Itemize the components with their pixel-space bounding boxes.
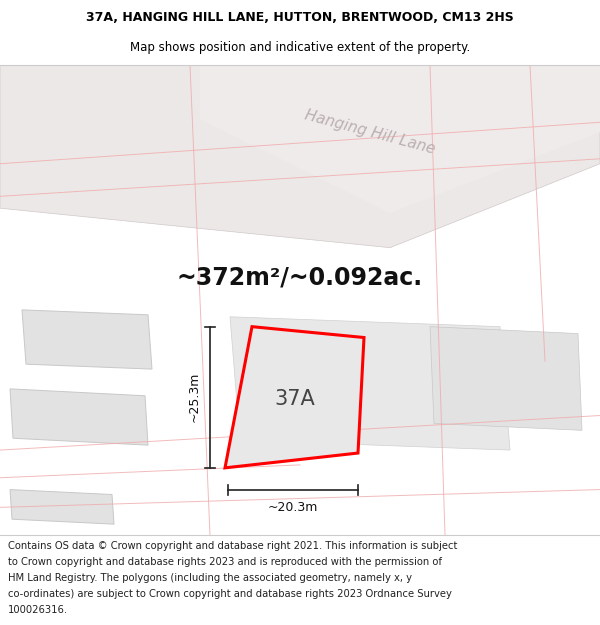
Polygon shape [10,489,114,524]
Text: Hanging Hill Lane: Hanging Hill Lane [303,107,437,157]
Text: HM Land Registry. The polygons (including the associated geometry, namely x, y: HM Land Registry. The polygons (includin… [8,573,412,583]
Polygon shape [200,65,600,213]
Text: Map shows position and indicative extent of the property.: Map shows position and indicative extent… [130,41,470,54]
Polygon shape [22,310,152,369]
Text: 100026316.: 100026316. [8,606,68,616]
Polygon shape [430,327,582,431]
Text: 37A, HANGING HILL LANE, HUTTON, BRENTWOOD, CM13 2HS: 37A, HANGING HILL LANE, HUTTON, BRENTWOO… [86,11,514,24]
Text: co-ordinates) are subject to Crown copyright and database rights 2023 Ordnance S: co-ordinates) are subject to Crown copyr… [8,589,452,599]
Polygon shape [225,327,364,468]
Text: ~20.3m: ~20.3m [268,501,318,514]
Polygon shape [10,389,148,445]
Polygon shape [230,317,510,450]
Text: ~372m²/~0.092ac.: ~372m²/~0.092ac. [177,265,423,289]
Text: Contains OS data © Crown copyright and database right 2021. This information is : Contains OS data © Crown copyright and d… [8,541,457,551]
Text: to Crown copyright and database rights 2023 and is reproduced with the permissio: to Crown copyright and database rights 2… [8,558,442,568]
Text: 37A: 37A [275,389,316,409]
Text: ~25.3m: ~25.3m [187,372,200,423]
Polygon shape [0,65,600,248]
